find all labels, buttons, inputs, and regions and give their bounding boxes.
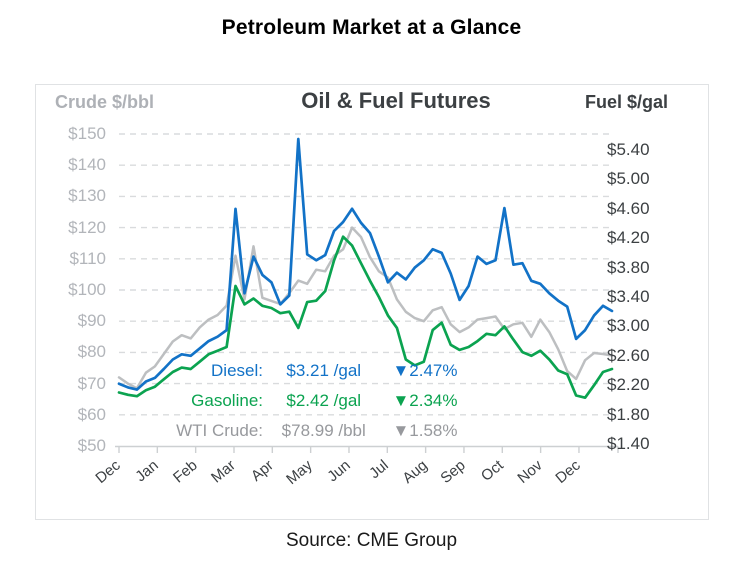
legend-label-gasoline: Gasoline:: [191, 391, 263, 410]
left-axis-tick-label: $110: [69, 248, 106, 268]
legend-label-diesel: Diesel:: [211, 361, 263, 380]
legend-change-diesel: ▼2.47%: [392, 361, 458, 380]
right-axis-tick-label: $3.40: [607, 287, 650, 306]
legend-change-wti-crude: ▼1.58%: [392, 421, 458, 440]
legend-value-diesel: $3.21 /gal: [286, 361, 362, 380]
right-axis-tick-label: $4.60: [607, 198, 650, 218]
right-axis-title: Fuel $/gal: [584, 92, 668, 112]
right-axis-tick-label: $1.40: [607, 434, 650, 453]
right-axis-tick-label: $4.20: [607, 228, 650, 248]
legend-value-gasoline: $2.42 /gal: [286, 391, 362, 410]
left-axis-tick-label: $100: [68, 280, 106, 299]
legend-row-gasoline: Gasoline: $2.42 /gal ▼2.34%: [140, 391, 470, 413]
right-axis-tick-label: $5.00: [607, 169, 650, 189]
left-axis-tick-label: $140: [68, 155, 106, 175]
chart-title: Oil & Fuel Futures: [301, 88, 491, 113]
right-axis-tick-label: $2.20: [607, 375, 650, 395]
left-axis-tick-label: $90: [77, 311, 106, 331]
left-axis-tick-label: $150: [68, 124, 106, 143]
legend-label-wti-crude: WTI Crude:: [176, 421, 263, 440]
right-axis-tick-label: $3.80: [607, 257, 650, 277]
left-axis-tick-label: $70: [77, 373, 106, 393]
left-axis-tick-label: $80: [77, 342, 106, 362]
legend-row-diesel: Diesel: $3.21 /gal ▼2.47%: [140, 361, 470, 383]
legend-change-gasoline: ▼2.34%: [392, 391, 458, 410]
left-axis-tick-label: $130: [68, 186, 106, 206]
left-axis-tick-label: $120: [68, 217, 106, 237]
legend-row-wti-crude: WTI Crude: $78.99 /bbl ▼1.58%: [140, 421, 470, 443]
left-axis-title: Crude $/bbl: [55, 92, 155, 112]
legend-value-wti-crude: $78.99 /bbl: [281, 421, 366, 440]
right-axis-tick-label: $1.80: [607, 404, 650, 424]
right-axis-tick-label: $3.00: [607, 316, 650, 336]
right-axis-tick-label: $2.60: [607, 345, 650, 365]
right-axis-tick-label: $5.40: [607, 140, 650, 159]
left-axis-tick-label: $60: [77, 404, 106, 424]
source-text: Source: CME Group: [285, 530, 458, 551]
left-axis-tick-label: $50: [77, 436, 106, 455]
page-title: Petroleum Market at a Glance: [221, 16, 522, 39]
